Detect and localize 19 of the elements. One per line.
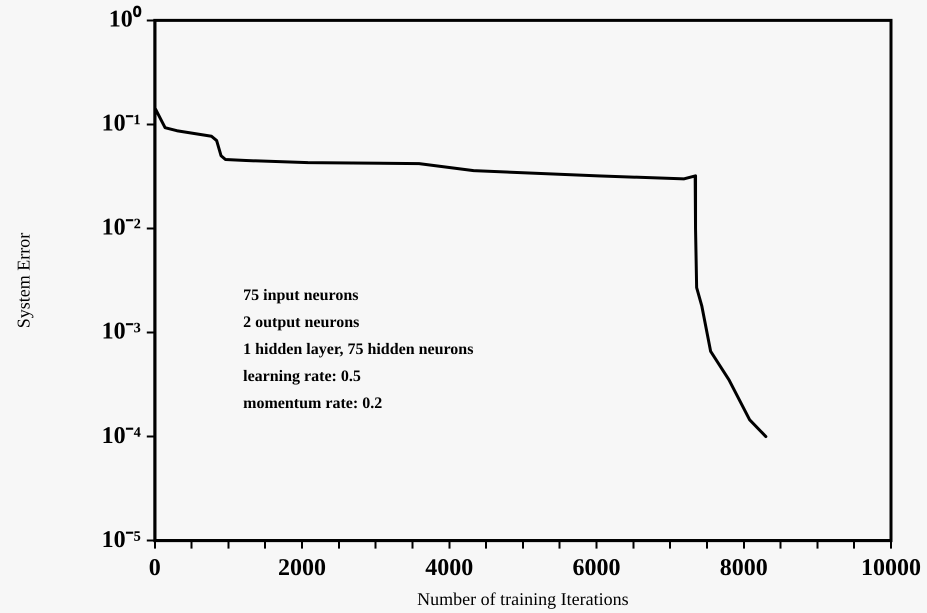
annotation: momentum rate: 0.2: [243, 395, 382, 412]
y-axis-title: System Error: [14, 232, 34, 328]
y-tick-label: 10⁻⁴: [102, 422, 141, 449]
x-tick-label: 10000: [861, 555, 921, 582]
annotation: learning rate: 0.5: [243, 368, 361, 386]
y-tick-label: 10⁻¹: [102, 110, 141, 137]
x-tick-label: 0: [148, 555, 161, 582]
y-tick-label: 10⁻⁵: [102, 526, 141, 553]
annotation: 2 output neurons: [243, 314, 360, 332]
y-tick-label: 10⁰: [108, 6, 142, 33]
annotation: 75 input neurons: [243, 287, 358, 304]
y-tick-label: 10⁻²: [102, 214, 141, 241]
y-tick-label: 10⁻³: [102, 318, 141, 345]
annotation: 1 hidden layer, 75 hidden neurons: [243, 341, 474, 358]
x-tick-label: 2000: [278, 555, 326, 582]
x-tick-label: 6000: [572, 555, 621, 582]
x-tick-label: 8000: [720, 555, 768, 582]
x-tick-label: 4000: [425, 555, 474, 582]
x-axis-title: Number of training Iterations: [417, 588, 629, 609]
